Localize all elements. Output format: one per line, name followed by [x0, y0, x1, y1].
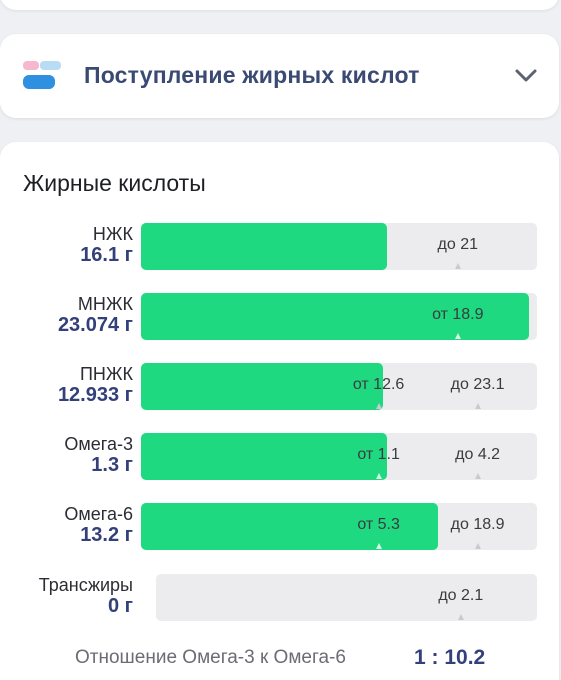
row-name: Омега-3	[64, 434, 133, 454]
progress-track: до 21	[141, 223, 537, 270]
max-label: до 21	[437, 236, 479, 253]
min-marker	[375, 403, 382, 409]
progress-fill	[141, 293, 530, 340]
progress-fill	[141, 503, 438, 550]
progress-fill	[141, 223, 387, 270]
min-label: от 5.3	[357, 516, 400, 533]
progress-track: от 1.1 до 4.2	[141, 433, 537, 480]
max-label: до 2.1	[438, 587, 484, 604]
min-label: от 1.1	[357, 446, 400, 463]
row-amount: 12.933 г	[57, 384, 133, 406]
max-marker	[457, 614, 464, 620]
row-name: Омега-6	[64, 504, 133, 524]
max-label: до 23.1	[450, 376, 505, 393]
progress-track: до 2.1	[156, 574, 537, 621]
max-marker	[454, 263, 461, 269]
row-amount: 1.3 г	[91, 454, 133, 476]
previous-card	[0, 0, 559, 10]
max-marker	[474, 473, 481, 479]
omega-ratio-label: Отношение Омега-3 к Омега-6	[75, 647, 346, 668]
row-amount: 23.074 г	[57, 314, 133, 336]
min-marker	[375, 473, 382, 479]
row-amount: 13.2 г	[80, 524, 133, 546]
progress-fill	[141, 363, 383, 410]
max-marker	[474, 543, 481, 549]
max-label: до 18.9	[450, 516, 505, 533]
progress-track: от 5.3 до 18.9	[141, 503, 537, 550]
accordion-title[interactable]: Поступление жирных кислот	[84, 62, 420, 88]
row-name: Трансжиры	[38, 575, 133, 595]
min-label: от 12.6	[352, 376, 405, 393]
row-name: НЖК	[92, 224, 133, 244]
min-label: от 18.9	[432, 306, 484, 323]
row-name: ПНЖК	[79, 364, 133, 384]
row-amount: 16.1 г	[80, 244, 133, 266]
min-marker	[375, 543, 382, 549]
progress-track: от 12.6 до 23.1	[141, 363, 537, 410]
fatty-acids-accordion[interactable]	[0, 34, 559, 118]
max-marker	[474, 403, 481, 409]
section-title: Жирные кислоты	[23, 170, 206, 196]
row-name: МНЖК	[77, 294, 133, 314]
omega-ratio-value: 1 : 10.2	[414, 646, 486, 669]
max-label: до 4.2	[455, 446, 501, 463]
nutrition-bars-icon	[23, 61, 61, 91]
progress-track: от 18.9	[141, 293, 537, 340]
chevron-down-icon[interactable]	[514, 68, 538, 84]
progress-fill	[141, 433, 387, 480]
min-marker	[454, 333, 461, 339]
row-amount: 0 г	[107, 595, 133, 617]
